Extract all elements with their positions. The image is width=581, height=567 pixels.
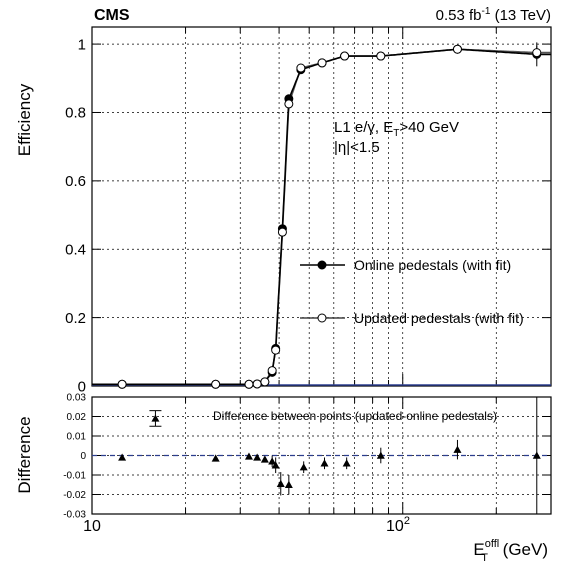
y-axis-label-efficiency: Efficiency — [15, 83, 34, 156]
trigger-annotation-line1: L1 e/γ, ET>40 GeV — [334, 119, 459, 139]
eta-condition: |<1.5 — [346, 139, 380, 156]
difference-point — [271, 461, 280, 469]
difference-point — [118, 453, 127, 461]
trigger-annotation-prefix: L1 e/ — [334, 119, 368, 136]
difference-panel-title: Difference between points (updated-onlin… — [213, 409, 497, 423]
x-tick-label-100-exponent: 2 — [404, 515, 410, 527]
eta-abs-open: | — [334, 139, 338, 156]
online-fit-curve — [92, 48, 551, 386]
difference-y-tick-label: 0.03 — [67, 393, 87, 404]
eta-symbol: η — [338, 139, 346, 156]
updated-fit-curve — [92, 48, 551, 386]
legend-updated-label: Updated pedestals (with fit) — [354, 310, 524, 326]
updated-point — [244, 379, 254, 389]
legend-updated-marker — [317, 313, 327, 323]
difference-point — [253, 453, 262, 461]
updated-point — [271, 345, 281, 355]
updated-point — [260, 377, 270, 387]
difference-point — [268, 457, 277, 465]
difference-y-tick-label: -0.03 — [63, 510, 86, 521]
trigger-annotation-et: , E — [375, 119, 393, 136]
difference-point — [532, 451, 541, 459]
difference-point — [342, 459, 351, 467]
updated-point — [284, 99, 294, 109]
legend: Online pedestals (with fit) Updated pede… — [300, 257, 524, 326]
efficiency-frame — [91, 26, 552, 387]
difference-point — [284, 480, 293, 488]
efficiency-y-tick-label: 0.8 — [65, 105, 86, 122]
efficiency-y-tick-label: 0.4 — [65, 241, 86, 258]
difference-y-tick-label: 0 — [80, 451, 86, 462]
updated-point — [532, 48, 542, 58]
difference-point — [260, 455, 269, 463]
legend-online-marker — [317, 260, 327, 270]
x-axis-label-unit: (GeV) — [498, 540, 548, 559]
difference-y-tick-label: -0.02 — [63, 490, 86, 501]
x-tick-label-10: 10 — [83, 518, 101, 535]
efficiency-y-tick-label: 0 — [78, 378, 86, 395]
luminosity-unit-exponent: -1 — [482, 6, 491, 17]
y-axis-label-difference: Difference — [15, 416, 34, 493]
trigger-annotation-et-sub: T — [393, 128, 399, 139]
updated-point — [117, 379, 127, 389]
difference-point — [376, 451, 385, 459]
updated-point — [296, 63, 306, 73]
updated-point — [376, 51, 386, 61]
updated-point — [340, 51, 350, 61]
x-axis-label-sup: offl — [485, 538, 499, 550]
updated-point — [317, 58, 327, 68]
trigger-annotation-line2: |η|<1.5 — [334, 139, 380, 156]
luminosity-value: 0.53 fb — [436, 7, 482, 24]
updated-point — [252, 379, 262, 389]
difference-point — [276, 479, 285, 487]
luminosity-energy: (13 TeV) — [490, 7, 551, 24]
difference-point — [151, 414, 160, 422]
difference-point — [299, 463, 308, 471]
difference-y-tick-label: -0.01 — [63, 471, 86, 482]
efficiency-y-tick-label: 0.2 — [65, 310, 86, 327]
legend-online-label: Online pedestals (with fit) — [354, 257, 511, 273]
x-axis-label: Eoffl T (GeV) — [473, 538, 548, 562]
x-axis-label-symbol: E — [473, 540, 484, 559]
updated-point — [277, 227, 287, 237]
difference-panel: -0.03 -0.02 -0.01 0 0.01 0.02 0.03 — [63, 393, 552, 521]
difference-y-tick-label: 0.01 — [67, 432, 87, 443]
updated-point — [267, 366, 277, 376]
difference-point — [211, 454, 220, 462]
x-axis-label-sub: T — [481, 552, 488, 562]
efficiency-panel: 0 0.2 0.4 0.6 0.8 1 — [65, 26, 552, 395]
x-tick-label-100: 102 — [386, 515, 410, 535]
gamma-symbol: γ — [367, 119, 375, 136]
difference-point — [453, 445, 462, 453]
updated-point — [452, 44, 462, 54]
luminosity-label: 0.53 fb-1 (13 TeV) — [436, 6, 551, 24]
updated-point — [211, 379, 221, 389]
difference-point — [320, 459, 329, 467]
efficiency-y-tick-label: 1 — [78, 36, 86, 53]
trigger-annotation-threshold: >40 GeV — [399, 119, 459, 136]
efficiency-y-tick-label: 0.6 — [65, 173, 86, 190]
difference-y-tick-label: 0.02 — [67, 412, 87, 423]
difference-point — [244, 452, 253, 460]
experiment-label: CMS — [94, 7, 130, 24]
x-tick-label-100-base: 10 — [386, 518, 404, 535]
